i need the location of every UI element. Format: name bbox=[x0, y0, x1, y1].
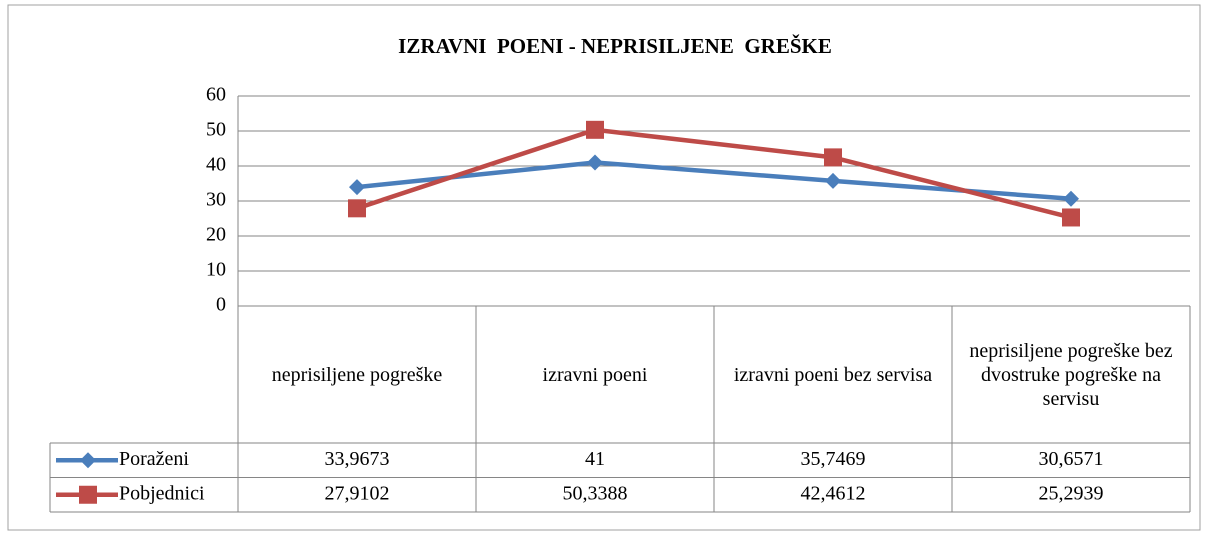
y-tick-label: 40 bbox=[206, 154, 226, 176]
chart-border bbox=[7, 4, 1201, 531]
series-line bbox=[356, 160, 1072, 201]
table-value: 50,3388 bbox=[563, 482, 628, 504]
y-tick-label: 10 bbox=[206, 259, 226, 281]
x-tick-label: izravni poeni bbox=[542, 363, 648, 386]
y-tick-label: 0 bbox=[216, 294, 226, 316]
table-value: 33,9673 bbox=[325, 448, 390, 470]
marker bbox=[825, 172, 841, 189]
marker bbox=[1062, 208, 1080, 227]
table-value: 27,9102 bbox=[325, 482, 390, 504]
table-value: 30,6571 bbox=[1039, 448, 1104, 470]
series-line bbox=[356, 127, 1072, 220]
table-value: 35,7469 bbox=[801, 448, 866, 470]
x-tick-label: izravni poeni bez servisa bbox=[733, 363, 933, 386]
marker bbox=[80, 452, 96, 469]
y-tick-label: 50 bbox=[206, 119, 226, 141]
marker bbox=[348, 199, 366, 218]
legend-label: Pobjednici bbox=[119, 482, 205, 504]
marker bbox=[824, 148, 842, 167]
table-value: 42,4612 bbox=[801, 482, 866, 504]
y-tick-label: 30 bbox=[206, 189, 226, 211]
chart-title: IZRAVNI POENI - NEPRISILJENE GREŠKE bbox=[398, 34, 832, 58]
marker bbox=[1063, 190, 1079, 207]
marker bbox=[79, 485, 97, 504]
legend-label: Poraženi bbox=[119, 448, 189, 470]
table-value: 25,2939 bbox=[1039, 482, 1104, 504]
marker bbox=[349, 179, 365, 196]
x-tick-label: neprisiljene pogreške bez dvostruke pogr… bbox=[969, 339, 1173, 410]
table-value: 41 bbox=[585, 448, 605, 470]
marker bbox=[586, 120, 604, 139]
y-tick-label: 20 bbox=[206, 224, 226, 246]
x-tick-label: neprisiljene pogreške bbox=[271, 363, 443, 386]
marker bbox=[587, 154, 603, 171]
y-tick-label: 60 bbox=[206, 84, 226, 106]
